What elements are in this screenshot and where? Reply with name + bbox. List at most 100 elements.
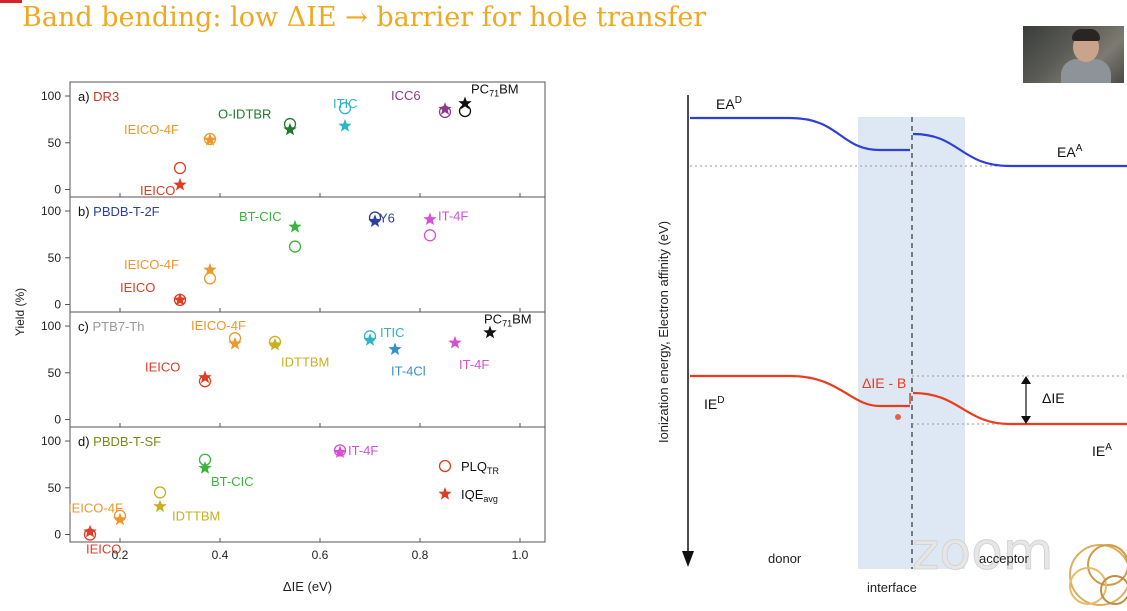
yield-vs-delta-ie-chart: 0 50 100 a) DR3 IEICO IEICO-4F O-IDTBR ITIC ICC6… [13,81,546,594]
title-accent-bar [0,0,22,3]
legend-plq-label: PLQTR [461,459,500,476]
ie-acceptor-label: IEA [1092,442,1112,459]
y-tick-label-a-100: 100 [41,89,61,103]
panel-b-ieico-4f-iqe-point [203,262,217,276]
y-tick-label-d-100: 100 [41,434,61,448]
delta-ie-arrowhead-top [1021,376,1031,384]
y-tick-label-c-0: 0 [54,413,61,427]
panel-b-ieico-4f-plq-point [203,272,217,285]
panel-d-label: d) PBDB-T-SF [78,434,161,449]
panel-d-it-4f-label: IT-4F [348,443,378,458]
legend-iqe-marker [438,487,452,500]
panel-c-it-4cl-iqe-point [388,342,402,356]
ea-donor-curve [690,116,910,152]
panel-c-it-4f-label: IT-4F [459,357,489,372]
corner-logo [1069,544,1127,606]
panel-d-it-4f-iqe-point [333,445,347,458]
energy-axis-arrowhead [682,551,694,567]
y-tick-label-a-50: 50 [48,136,62,150]
x-axis-label: ΔIE (eV) [283,579,332,594]
panel-c-idttbm-iqe-point [268,337,282,351]
panel-b-it-4f-plq-point [423,229,437,242]
panel-b-label: b) PBDB-T-2F [78,204,160,219]
y-tick-label-c-100: 100 [41,319,61,333]
panel-b-ieico-4f-label: IEICO-4F [124,257,179,272]
y-tick-label-d-50: 50 [48,481,62,495]
panel-b-y6-label: Y6 [379,210,395,225]
x-tick-label-2: 0.6 [312,548,329,562]
legend-iqe-label: IQEavg [461,487,498,504]
panel-d-ieico-4f-iqe-point [113,512,127,526]
panel-b-it-4f-iqe-point [423,212,437,226]
panel-a-ieico-4f-iqe-point [203,133,217,146]
panel-b-y6-iqe-point [368,214,382,227]
panel-a-ieico-4f-label: IEICO-4F [124,122,179,137]
delta-ie-label: ΔIE [1042,390,1065,406]
panel-d-frame [69,426,546,543]
panel-c-ieico-iqe-point [198,370,212,384]
panel-a-pc71bm-iqe-point [458,96,472,110]
panel-c-ieico-label: IEICO [145,359,180,374]
hole-marker [895,414,901,420]
panel-c-itic-label: ITIC [380,325,405,340]
webcam-person-body [1061,59,1111,83]
ea-acceptor-label: EAA [1057,143,1083,160]
y-tick-label-a-0: 0 [54,183,61,197]
panel-a-o-idtbr-label: O-IDTBR [218,107,271,122]
panel-b-bt-cic-plq-point [288,240,302,253]
panel-d-idttbm-plq-point [153,486,167,499]
y-tick-label-b-0: 0 [54,298,61,312]
ea-donor-label: EAD [716,95,742,112]
panel-c-it-4cl-label: IT-4Cl [391,363,426,378]
panel-c-it-4f-iqe-point [448,335,462,349]
zoom-watermark: zoom [912,522,1054,582]
panel-a-label: a) DR3 [78,89,119,104]
y-tick-label-c-50: 50 [48,366,62,380]
y-tick-label-b-100: 100 [41,204,61,218]
delta-ie-b-label: ΔIE - B [862,375,906,391]
interface-region [858,117,965,569]
panel-c-pc71bm-iqe-point [483,325,497,339]
ie-donor-label: IED [704,395,724,412]
y-tick-label-d-0: 0 [54,528,61,542]
panel-a-icc6-iqe-point [438,102,452,115]
speaker-webcam-thumbnail[interactable] [1023,26,1124,83]
panel-a-ieico-iqe-point [173,177,187,191]
energy-axis-label: Ionization energy, Electron affinity (eV… [656,221,671,443]
panel-c-ieico-4f-label: IEICO-4F [191,318,246,333]
panel-b-it-4f-label: IT-4F [438,208,468,223]
panel-c-idttbm-label: IDTTBM [281,355,329,370]
panel-a-pc71bm-plq-point [458,104,472,118]
legend-plq-marker [438,459,452,473]
panel-a-pc71bm-label: PC71BM [471,82,519,99]
panel-a-ieico-plq-point [173,161,187,175]
panel-a-o-idtbr-iqe-point [283,122,297,136]
panel-c-itic-iqe-point [363,333,377,346]
ea-acceptor-curve [912,132,1127,168]
panel-a-ieico-label: IEICO [140,183,175,198]
panel-d-bt-cic-iqe-point [198,461,212,474]
webcam-person-hair [1072,29,1100,41]
panel-b-ieico-iqe-point [173,292,187,306]
panel-c-label: c) PTB7-Th [78,319,144,334]
panel-d-ieico-label: IEICO [86,542,121,557]
x-tick-label-1: 0.4 [212,548,229,562]
panel-b-bt-cic-label: BT-CIC [239,209,282,224]
panel-b-ieico-label: IEICO [120,280,155,295]
panel-b-bt-cic-iqe-point [288,219,302,233]
acceptor-label: acceptor [979,551,1030,566]
donor-label: donor [768,551,802,566]
panel-d-ieico-iqe-point [83,524,97,538]
y-tick-label-b-50: 50 [48,251,62,265]
panel-a-icc6-label: ICC6 [391,88,421,103]
delta-ie-arrowhead-bottom [1021,416,1031,424]
panel-a-itic-plq-point [338,102,352,115]
panel-d-bt-cic-label: BT-CIC [211,474,254,489]
panel-c-pc71bm-label: PC71BM [484,312,532,329]
ie-acceptor-curve [912,391,1127,426]
panel-a-frame [69,81,546,198]
interface-label: interface [867,580,917,595]
x-tick-label-4: 1.0 [512,548,529,562]
panel-d-idttbm-iqe-point [153,499,167,513]
ie-donor-curve [690,374,910,408]
